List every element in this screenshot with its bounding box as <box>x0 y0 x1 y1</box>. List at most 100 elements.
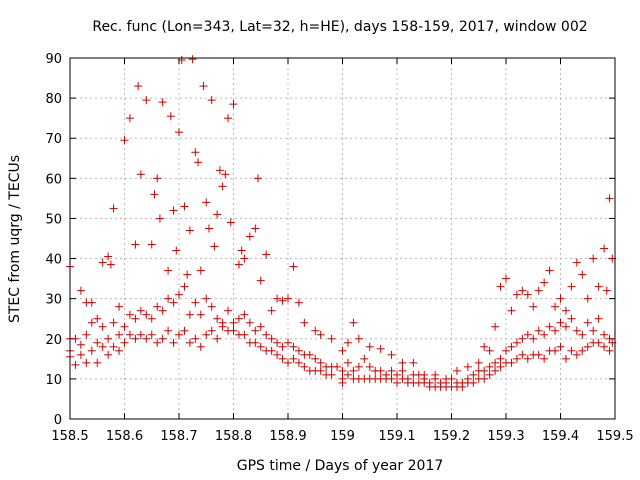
data-point <box>474 358 483 367</box>
data-point <box>196 266 205 275</box>
data-point <box>245 232 254 241</box>
data-point <box>120 322 129 331</box>
data-point <box>76 340 85 349</box>
data-point <box>234 260 243 269</box>
data-point <box>496 282 505 291</box>
data-point <box>589 326 598 335</box>
data-point <box>447 374 456 383</box>
data-point <box>491 322 500 331</box>
data-point <box>136 306 145 315</box>
data-point <box>164 266 173 275</box>
data-point <box>237 246 246 255</box>
data-point <box>245 318 254 327</box>
data-point <box>196 310 205 319</box>
data-point <box>194 158 203 167</box>
data-point <box>82 330 91 339</box>
data-point <box>183 270 192 279</box>
data-point <box>136 170 145 179</box>
data-point <box>196 342 205 351</box>
data-point <box>136 330 145 339</box>
x-tick-label: 159.5 <box>596 429 633 444</box>
y-tick-label: 30 <box>45 293 62 308</box>
data-point <box>240 330 249 339</box>
x-tick-label: 159 <box>330 429 355 444</box>
data-point <box>262 250 271 259</box>
data-point <box>551 302 560 311</box>
data-point <box>158 306 167 315</box>
data-point <box>251 224 260 233</box>
data-point <box>109 318 118 327</box>
data-point <box>150 190 159 199</box>
y-tick-label: 20 <box>45 333 62 348</box>
data-point <box>387 366 396 375</box>
data-point <box>175 330 183 339</box>
data-point <box>512 338 521 347</box>
data-point <box>93 358 102 367</box>
data-point <box>115 330 124 339</box>
data-point <box>485 362 494 371</box>
data-point <box>529 334 538 343</box>
y-tick-label: 80 <box>45 92 62 107</box>
data-point <box>98 342 107 351</box>
data-point <box>578 346 587 355</box>
data-point <box>273 338 282 347</box>
data-point <box>583 318 592 327</box>
data-point <box>540 354 549 363</box>
x-tick-label: 158.7 <box>160 429 197 444</box>
data-point <box>256 342 265 351</box>
data-point <box>172 246 181 255</box>
data-point <box>207 96 216 105</box>
data-point <box>273 350 282 359</box>
data-point <box>213 334 222 343</box>
data-point <box>365 362 374 371</box>
x-axis-label: GPS time / Days of year 2017 <box>237 458 444 474</box>
data-point <box>594 338 603 347</box>
data-point <box>142 310 151 319</box>
data-point <box>104 252 113 261</box>
data-point <box>125 330 134 339</box>
data-point <box>540 330 549 339</box>
data-point <box>327 334 336 343</box>
y-axis-label: STEC from uqrg / TECUs <box>7 155 23 323</box>
data-point <box>327 370 336 379</box>
data-point <box>226 218 235 227</box>
data-point <box>207 326 216 335</box>
data-point <box>512 354 521 363</box>
data-point <box>218 322 227 331</box>
data-point <box>551 346 560 355</box>
data-point <box>534 350 543 359</box>
data-point <box>98 322 107 331</box>
data-point <box>147 314 156 323</box>
data-point <box>202 198 211 207</box>
data-point <box>215 166 224 175</box>
data-point <box>414 370 423 379</box>
data-point <box>169 298 178 307</box>
data-point <box>507 342 516 351</box>
data-point <box>561 322 570 331</box>
data-point <box>518 334 527 343</box>
data-point <box>376 366 385 375</box>
data-point <box>115 302 124 311</box>
data-point <box>164 294 173 303</box>
data-point <box>507 306 516 315</box>
data-point <box>142 96 151 105</box>
data-point <box>289 262 298 271</box>
data-point <box>518 286 527 295</box>
data-point <box>523 354 532 363</box>
data-point <box>523 290 532 299</box>
data-point <box>360 354 369 363</box>
data-point <box>256 276 265 285</box>
data-point <box>605 346 614 355</box>
data-point <box>431 374 440 383</box>
data-point <box>594 282 603 291</box>
data-point <box>180 282 189 291</box>
data-point <box>567 314 576 323</box>
chart-title: Rec. func (Lon=343, Lat=32, h=HE), days … <box>92 19 587 35</box>
data-point <box>502 346 510 355</box>
data-point <box>393 370 401 379</box>
data-point <box>452 366 461 375</box>
data-point <box>153 302 162 311</box>
data-point <box>185 338 194 347</box>
